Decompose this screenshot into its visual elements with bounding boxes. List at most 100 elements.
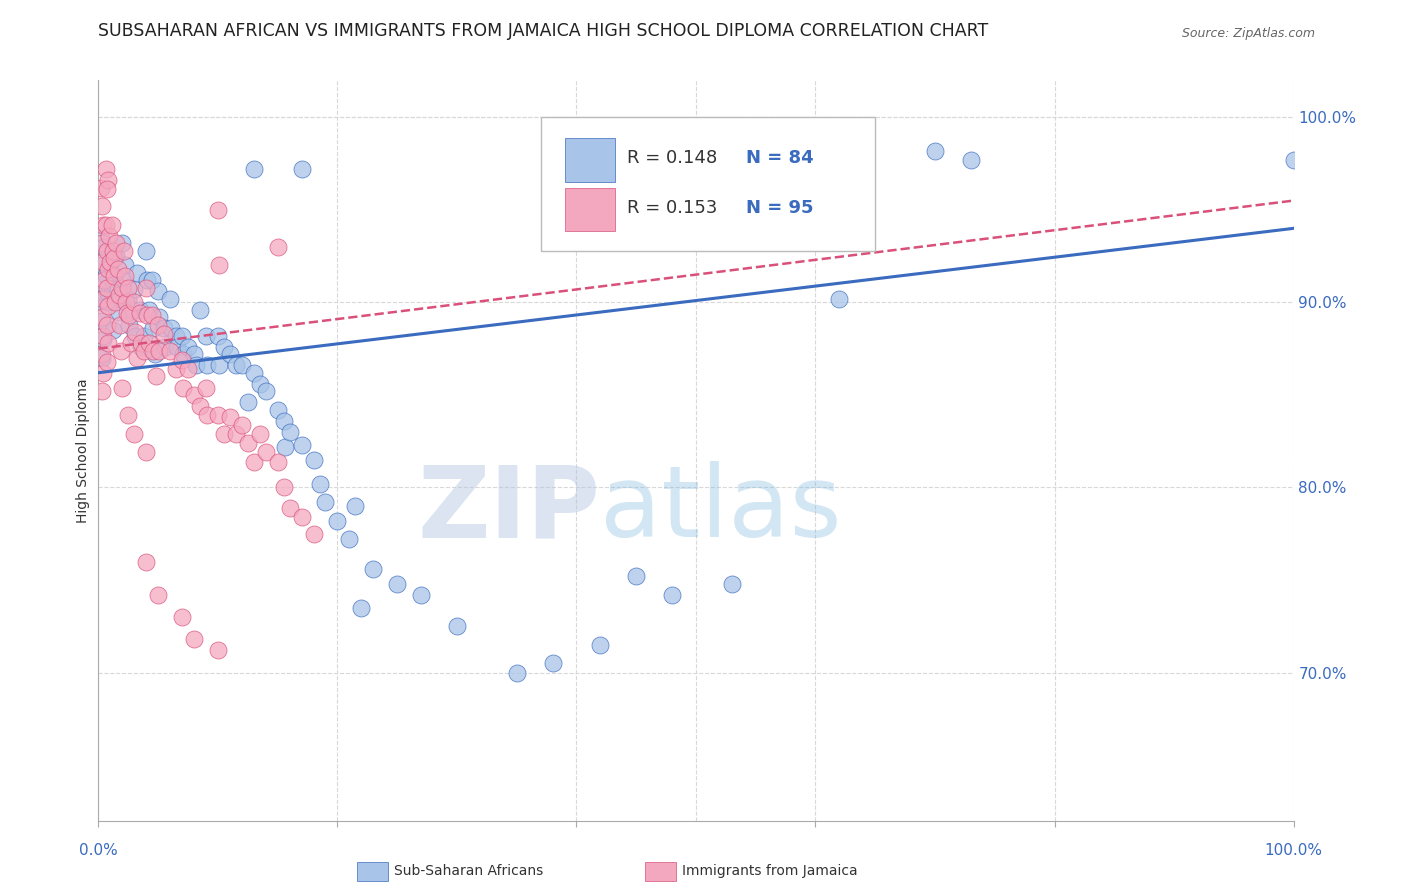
Point xyxy=(112,244,135,258)
Point xyxy=(446,619,468,633)
Point xyxy=(589,638,612,652)
Point xyxy=(411,588,433,602)
FancyBboxPatch shape xyxy=(565,187,614,231)
Text: Immigrants from Jamaica: Immigrants from Jamaica xyxy=(682,864,858,879)
Point xyxy=(212,340,235,354)
Point xyxy=(207,328,229,343)
Point xyxy=(138,302,160,317)
Point xyxy=(131,340,153,354)
Point xyxy=(385,576,409,591)
Point xyxy=(114,258,136,272)
Point xyxy=(136,309,159,323)
Point xyxy=(91,292,114,306)
Point xyxy=(117,292,139,306)
Point xyxy=(195,409,218,423)
Point xyxy=(91,351,114,365)
Point xyxy=(924,144,946,158)
Point xyxy=(96,295,118,310)
Point xyxy=(208,258,231,272)
Point xyxy=(183,347,205,361)
Point xyxy=(96,318,118,332)
Point xyxy=(291,438,314,452)
Point xyxy=(195,328,218,343)
Point xyxy=(315,495,337,509)
Point xyxy=(135,280,157,294)
Point xyxy=(626,569,648,583)
Point xyxy=(114,269,136,284)
Text: ZIP: ZIP xyxy=(418,461,600,558)
Point xyxy=(98,228,121,243)
Point xyxy=(129,306,152,320)
Point xyxy=(148,310,170,325)
Point xyxy=(188,302,211,317)
Point xyxy=(249,426,271,441)
Point xyxy=(132,328,155,343)
Point xyxy=(91,277,114,291)
Point xyxy=(350,600,373,615)
Point xyxy=(111,380,134,394)
Point xyxy=(148,588,170,602)
Point xyxy=(118,309,141,323)
Point xyxy=(97,336,120,351)
Point xyxy=(172,380,194,394)
Point xyxy=(243,454,266,468)
Text: Sub-Saharan Africans: Sub-Saharan Africans xyxy=(394,864,543,879)
Point xyxy=(124,282,146,296)
Point xyxy=(135,445,157,459)
Text: atlas: atlas xyxy=(600,461,842,558)
Point xyxy=(165,362,187,376)
Point xyxy=(291,162,314,177)
Point xyxy=(350,832,373,847)
Point xyxy=(231,359,253,373)
Point xyxy=(91,236,114,251)
Point xyxy=(273,480,295,494)
Point xyxy=(90,230,112,244)
Point xyxy=(136,273,159,287)
Point xyxy=(267,240,290,254)
Point xyxy=(124,325,146,339)
Point xyxy=(132,343,155,358)
Point xyxy=(212,426,235,441)
Point xyxy=(115,306,138,320)
Point xyxy=(165,328,187,343)
Point xyxy=(308,476,330,491)
Point xyxy=(153,326,176,341)
Point xyxy=(344,499,367,513)
Point xyxy=(243,162,266,177)
Point xyxy=(153,321,176,335)
Point xyxy=(302,452,325,467)
Point xyxy=(249,376,271,391)
Point xyxy=(177,340,200,354)
Point xyxy=(1282,153,1305,167)
Point xyxy=(105,236,128,251)
Point xyxy=(91,199,114,213)
Point xyxy=(93,240,115,254)
Point xyxy=(172,347,194,361)
Point xyxy=(107,288,129,302)
Point xyxy=(231,417,253,432)
Point xyxy=(108,318,131,332)
Point xyxy=(661,588,683,602)
Point xyxy=(90,295,112,310)
FancyBboxPatch shape xyxy=(541,118,876,251)
Point xyxy=(135,244,157,258)
Point xyxy=(195,380,218,394)
Point xyxy=(91,310,114,325)
Point xyxy=(97,262,120,277)
Point xyxy=(101,323,124,337)
Point xyxy=(94,162,117,177)
Point xyxy=(103,269,125,284)
Point xyxy=(94,268,117,282)
Point xyxy=(94,218,117,232)
Point xyxy=(254,384,277,399)
Point xyxy=(91,314,114,328)
Point xyxy=(541,657,564,671)
Point xyxy=(124,295,146,310)
Point xyxy=(135,554,157,569)
Point xyxy=(219,347,242,361)
Point xyxy=(91,332,114,346)
Point xyxy=(101,244,124,258)
Point xyxy=(120,336,142,351)
Point xyxy=(172,610,194,624)
Point xyxy=(159,292,181,306)
